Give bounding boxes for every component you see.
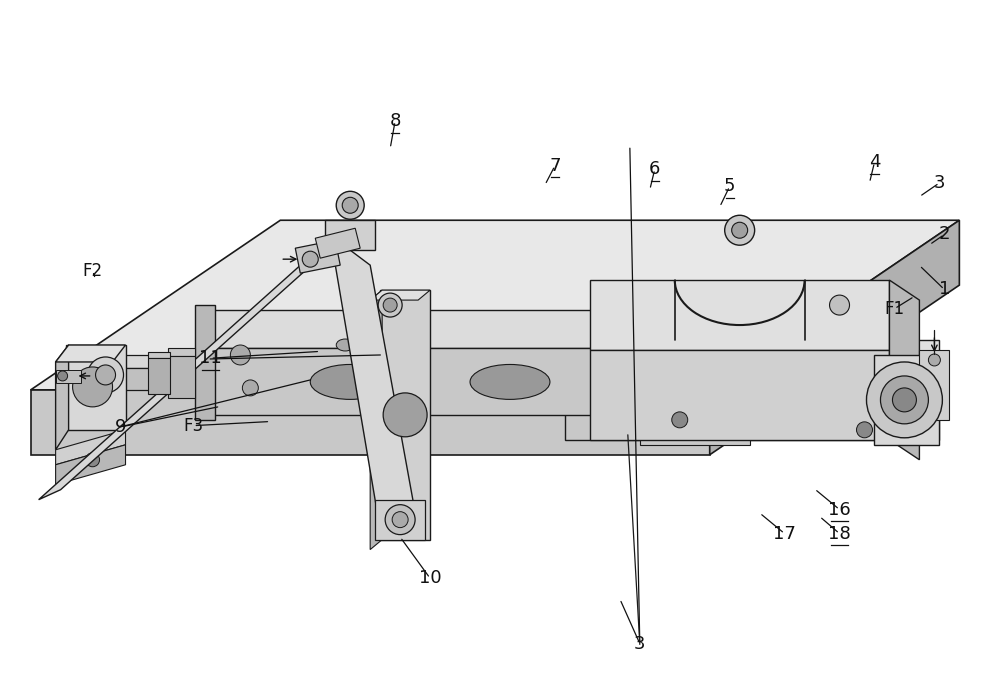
Circle shape — [857, 422, 872, 438]
Polygon shape — [919, 350, 949, 420]
Circle shape — [378, 293, 402, 317]
Polygon shape — [640, 425, 750, 445]
Polygon shape — [56, 430, 126, 465]
Circle shape — [230, 345, 250, 365]
Circle shape — [336, 192, 364, 219]
Text: 11: 11 — [199, 349, 222, 367]
Circle shape — [302, 251, 318, 267]
Ellipse shape — [470, 364, 550, 400]
Ellipse shape — [310, 364, 390, 400]
Text: 5: 5 — [724, 177, 735, 196]
Polygon shape — [168, 348, 195, 356]
Circle shape — [86, 453, 100, 466]
Polygon shape — [39, 248, 330, 500]
Polygon shape — [590, 350, 889, 440]
Text: 3: 3 — [934, 174, 945, 192]
Polygon shape — [635, 305, 655, 420]
Circle shape — [725, 215, 755, 245]
Polygon shape — [710, 220, 959, 455]
Polygon shape — [205, 310, 645, 348]
Circle shape — [880, 376, 928, 424]
Polygon shape — [56, 445, 126, 485]
Circle shape — [830, 295, 850, 315]
Circle shape — [58, 371, 68, 381]
Polygon shape — [640, 380, 939, 395]
Text: 1: 1 — [939, 280, 950, 298]
Polygon shape — [874, 355, 939, 445]
Text: 10: 10 — [419, 569, 441, 587]
Polygon shape — [148, 352, 170, 358]
Polygon shape — [168, 356, 195, 398]
Circle shape — [732, 223, 748, 238]
Polygon shape — [370, 290, 382, 550]
Circle shape — [385, 504, 415, 535]
Polygon shape — [195, 305, 215, 420]
Polygon shape — [101, 355, 205, 368]
Circle shape — [73, 367, 113, 407]
Circle shape — [672, 412, 688, 428]
Polygon shape — [56, 345, 69, 450]
Circle shape — [342, 197, 358, 214]
Polygon shape — [565, 340, 939, 395]
Circle shape — [383, 393, 427, 437]
Polygon shape — [370, 290, 430, 300]
Text: 2: 2 — [939, 225, 950, 243]
Polygon shape — [295, 240, 340, 273]
Text: 4: 4 — [869, 153, 880, 172]
Polygon shape — [565, 395, 939, 440]
Text: 17: 17 — [773, 524, 796, 543]
Circle shape — [392, 512, 408, 528]
Text: 7: 7 — [549, 156, 561, 175]
Ellipse shape — [336, 339, 354, 351]
Text: 18: 18 — [828, 524, 851, 543]
Polygon shape — [56, 370, 81, 383]
Polygon shape — [889, 280, 919, 460]
Text: F1: F1 — [884, 300, 905, 318]
Circle shape — [892, 388, 916, 412]
Circle shape — [96, 365, 116, 385]
Polygon shape — [31, 220, 959, 390]
Text: F2: F2 — [83, 262, 103, 280]
Text: 6: 6 — [649, 160, 660, 178]
Circle shape — [866, 362, 942, 438]
Circle shape — [242, 380, 258, 396]
Polygon shape — [330, 235, 420, 539]
Polygon shape — [31, 390, 710, 455]
Polygon shape — [148, 358, 170, 394]
Circle shape — [383, 298, 397, 312]
Polygon shape — [205, 348, 645, 415]
Text: 9: 9 — [115, 418, 126, 436]
Polygon shape — [101, 368, 205, 390]
Polygon shape — [315, 228, 360, 258]
Polygon shape — [380, 290, 430, 539]
Text: 16: 16 — [828, 500, 851, 519]
Polygon shape — [375, 500, 425, 539]
Polygon shape — [66, 345, 126, 430]
Circle shape — [928, 354, 940, 366]
Polygon shape — [325, 220, 375, 250]
Text: 8: 8 — [389, 112, 401, 130]
Circle shape — [88, 357, 124, 393]
Text: 3: 3 — [634, 635, 646, 652]
Polygon shape — [56, 345, 126, 362]
Polygon shape — [590, 280, 889, 350]
Text: F3: F3 — [183, 417, 203, 435]
